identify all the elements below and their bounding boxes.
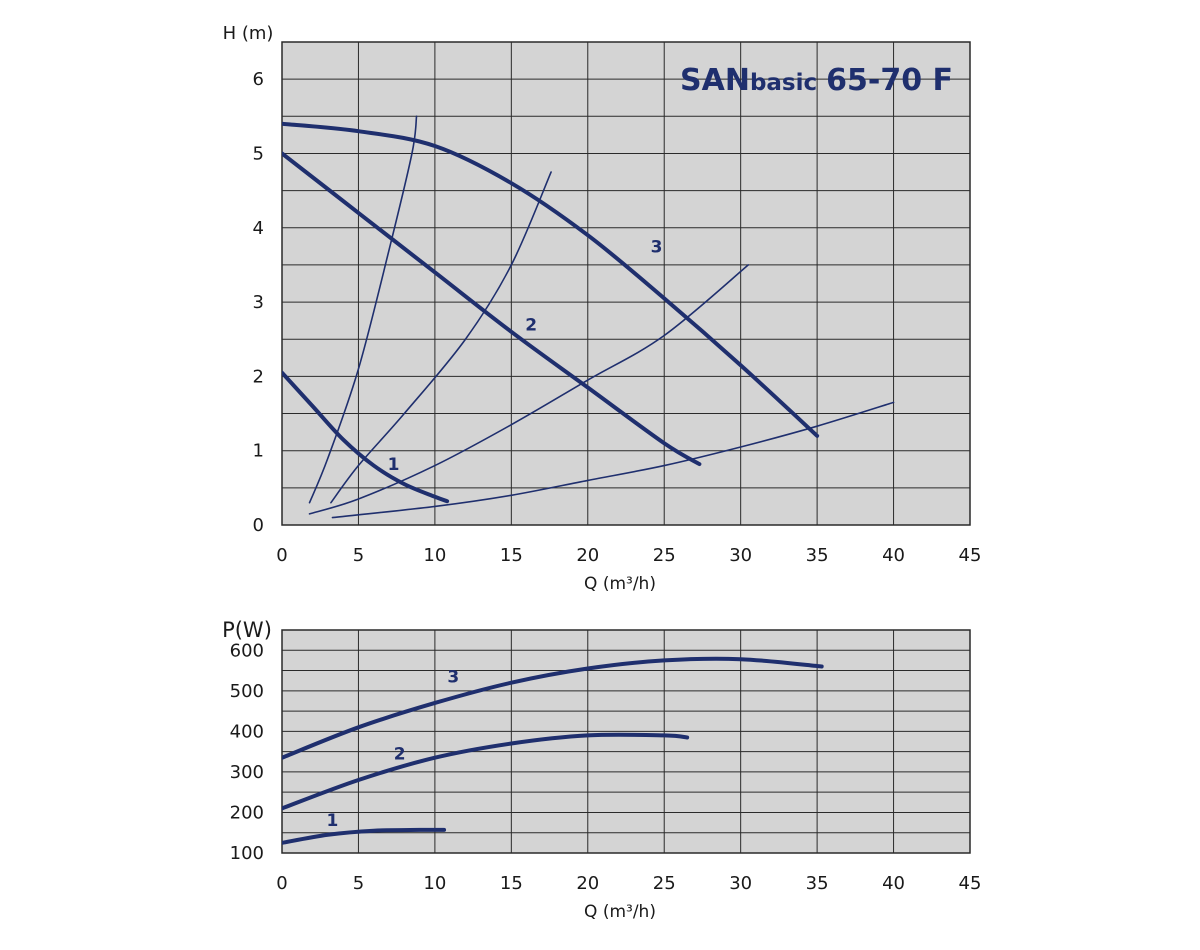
bottom-xtick-label: 10	[423, 873, 446, 894]
bottom-x-axis-label: Q (m³/h)	[584, 902, 656, 922]
bottom-plot-frame	[281, 629, 971, 854]
bottom-curve-2	[282, 732, 690, 811]
bottom-curve-3	[282, 656, 824, 760]
top-plot-frame	[281, 41, 971, 526]
top-curve-label: 3	[651, 237, 663, 257]
top-ytick-label: 0	[253, 515, 264, 536]
top-xtick-label: 10	[423, 545, 446, 566]
top-xtick-label: 35	[806, 545, 829, 566]
top-xtick-label: 15	[500, 545, 523, 566]
bottom-curve-1	[282, 827, 447, 845]
top-system-curve	[308, 264, 750, 515]
bottom-xtick-label: 25	[653, 873, 676, 894]
top-system-curve	[330, 171, 552, 504]
top-curve-label: 1	[388, 455, 400, 475]
bottom-ytick-label: 200	[230, 802, 264, 823]
power-flow-chart: 0 5 10 15 20 25 30 35 40 45 100 200 300 400 500 600 Q (m…	[222, 618, 981, 922]
top-xtick-label: 30	[729, 545, 752, 566]
top-curve-1	[282, 370, 450, 504]
top-curve-3	[282, 121, 820, 438]
top-xtick-label: 45	[959, 545, 982, 566]
chart-title-main: SAN	[680, 63, 750, 98]
top-ytick-label: 4	[253, 218, 264, 239]
bottom-ytick-label: 300	[230, 762, 264, 783]
bottom-xtick-label: 5	[353, 873, 364, 894]
bottom-xtick-label: 0	[276, 873, 287, 894]
bottom-ytick-label: 100	[230, 843, 264, 864]
bottom-xtick-label: 45	[959, 873, 982, 894]
top-ytick-label: 3	[253, 292, 264, 313]
chart-title-end: 65-70 F	[826, 63, 953, 98]
top-ytick-label: 6	[253, 69, 264, 90]
top-x-axis-label: Q (m³/h)	[584, 574, 656, 594]
bottom-curve-label: 3	[447, 668, 459, 688]
top-plot-background	[282, 42, 970, 525]
bottom-xtick-label: 20	[576, 873, 599, 894]
top-ytick-label: 5	[253, 143, 264, 164]
chart-title: SANbasic 65-70 F	[680, 63, 953, 98]
top-system-curve	[308, 115, 418, 504]
bottom-curve-label: 1	[327, 811, 339, 831]
bottom-ytick-label: 600	[230, 640, 264, 661]
bottom-xtick-label: 15	[500, 873, 523, 894]
bottom-curve-label: 2	[394, 745, 406, 765]
bottom-ytick-label: 400	[230, 721, 264, 742]
top-curve-label: 2	[525, 315, 537, 335]
chart-title-mid: basic	[750, 70, 817, 96]
top-xtick-label: 25	[653, 545, 676, 566]
top-curve-2	[282, 151, 702, 467]
bottom-plot-background	[282, 630, 970, 853]
bottom-xtick-label: 35	[806, 873, 829, 894]
top-ytick-label: 2	[253, 366, 264, 387]
top-xtick-label: 0	[276, 545, 287, 566]
bottom-y-axis-label: P(W)	[222, 618, 272, 642]
top-ytick-label: 1	[253, 441, 264, 462]
bottom-xtick-label: 30	[729, 873, 752, 894]
top-xtick-label: 20	[576, 545, 599, 566]
top-system-curve	[331, 401, 895, 519]
top-xtick-label: 40	[882, 545, 905, 566]
top-xtick-label: 5	[353, 545, 364, 566]
top-y-axis-label: H (m)	[223, 23, 274, 44]
bottom-xtick-label: 40	[882, 873, 905, 894]
bottom-ytick-label: 500	[230, 681, 264, 702]
